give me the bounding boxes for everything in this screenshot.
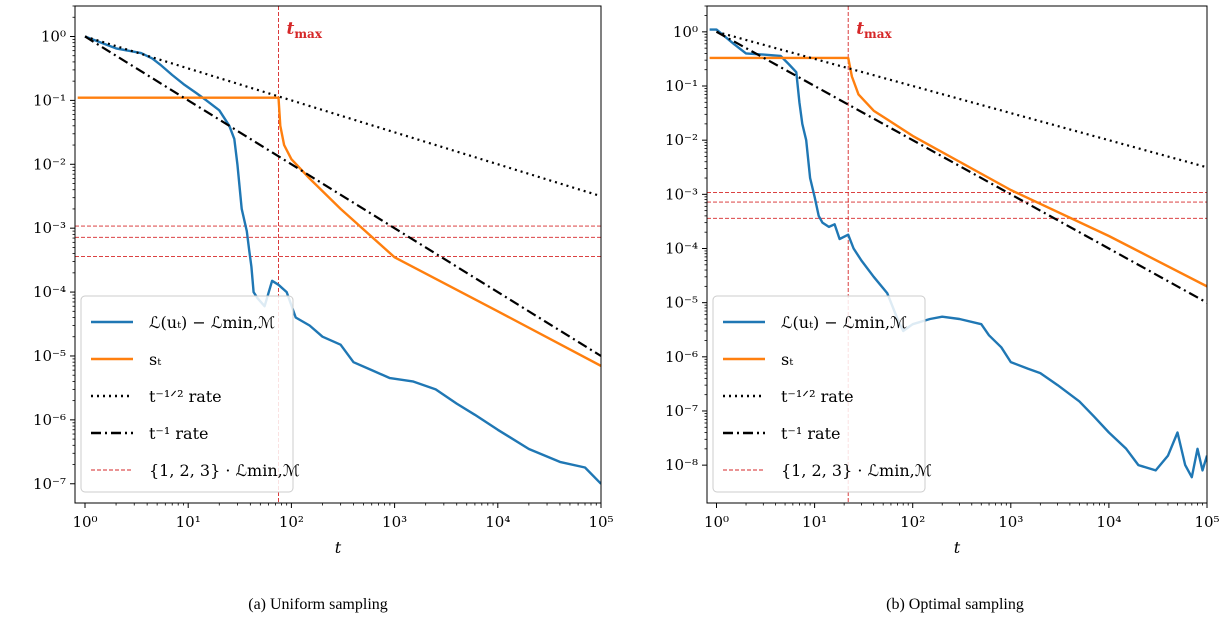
y-tick-label-4: 10⁻³ xyxy=(33,219,66,237)
legend-label-1: sₜ xyxy=(149,350,161,369)
legend-label-0: ℒ(uₜ) − ℒmin,ℳ xyxy=(149,313,275,332)
y-tick-label-5: 10⁻² xyxy=(33,155,66,173)
legend-label-3: t⁻¹ rate xyxy=(149,424,208,443)
legend-label-1: sₜ xyxy=(781,350,793,369)
chart-panel-1: 10⁰ 10¹ 10² 10³ 10⁴ 10⁵ 10⁻⁸ 10⁻⁷ 10⁻⁶ 10⁻⁵ 10⁻⁴ 10… xyxy=(665,5,1220,557)
series-line-3 xyxy=(84,35,601,357)
y-tick-label-1: 10⁻⁶ xyxy=(33,411,66,429)
x-tick-label-3: 10³ xyxy=(382,513,407,531)
y-tick-label-4: 10⁻⁴ xyxy=(665,239,698,257)
legend-label-2: t⁻¹ᐟ² rate xyxy=(149,387,222,406)
x-tick-label-2: 10² xyxy=(279,513,304,531)
legend-box xyxy=(712,295,926,493)
tmax-label: tmax xyxy=(856,19,892,41)
caption-b: (b) Optimal sampling xyxy=(886,596,1024,613)
x-tick-label-1: 10¹ xyxy=(176,513,201,531)
x-tick-label-3: 10³ xyxy=(998,513,1023,531)
x-tick-label-5: 10⁵ xyxy=(588,513,613,531)
legend-box xyxy=(80,295,294,493)
y-tick-label-2: 10⁻⁶ xyxy=(665,348,698,366)
y-tick-label-1: 10⁻⁷ xyxy=(665,402,698,420)
x-tick-label-2: 10² xyxy=(900,513,925,531)
x-tick-label-5: 10⁵ xyxy=(1194,513,1219,531)
x-axis-label: t xyxy=(335,538,342,557)
y-tick-label-0: 10⁻⁸ xyxy=(665,456,698,474)
series-line-1 xyxy=(77,96,601,367)
x-tick-label-1: 10¹ xyxy=(802,513,827,531)
tmax-label-sub: max xyxy=(294,27,322,41)
y-tick-label-7: 10⁻¹ xyxy=(665,77,698,95)
series-line-3 xyxy=(715,30,1207,304)
x-tick-label-4: 10⁴ xyxy=(485,513,510,531)
y-tick-label-6: 10⁻¹ xyxy=(33,91,66,109)
series-line-2 xyxy=(84,35,601,198)
legend-label-4: {1, 2, 3} · ℒmin,ℳ xyxy=(149,461,300,480)
legend-label-2: t⁻¹ᐟ² rate xyxy=(781,387,854,406)
y-tick-label-0: 10⁻⁷ xyxy=(33,475,66,493)
legend: ℒ(uₜ) − ℒmin,ℳ sₜ t⁻¹ᐟ² rate t⁻¹ rate {1, 2,… xyxy=(712,295,932,493)
tmax-label-sub: max xyxy=(864,27,892,41)
y-tick-label-3: 10⁻⁴ xyxy=(33,283,66,301)
chart-panel-0: 10⁰ 10¹ 10² 10³ 10⁴ 10⁵ 10⁻⁷ 10⁻⁶ 10⁻⁵ 10⁻⁴ 10⁻³ 10… xyxy=(33,5,614,557)
axes-frame xyxy=(706,5,1208,504)
x-tick-label-0: 10⁰ xyxy=(72,513,97,531)
y-tick-label-7: 10⁰ xyxy=(41,27,66,45)
axes-frame xyxy=(74,5,602,504)
y-tick-label-2: 10⁻⁵ xyxy=(33,347,66,365)
tmax-label: tmax xyxy=(287,19,323,41)
caption-a: (a) Uniform sampling xyxy=(248,596,388,613)
series-line-2 xyxy=(716,30,1207,169)
y-tick-label-6: 10⁻² xyxy=(665,131,698,149)
series-line-1 xyxy=(709,56,1207,288)
legend-label-4: {1, 2, 3} · ℒmin,ℳ xyxy=(781,461,932,480)
x-tick-label-4: 10⁴ xyxy=(1096,513,1121,531)
y-tick-label-8: 10⁰ xyxy=(673,23,698,41)
legend-label-0: ℒ(uₜ) − ℒmin,ℳ xyxy=(781,313,907,332)
y-tick-label-3: 10⁻⁵ xyxy=(665,294,698,312)
y-tick-label-5: 10⁻³ xyxy=(665,185,698,203)
legend: ℒ(uₜ) − ℒmin,ℳ sₜ t⁻¹ᐟ² rate t⁻¹ rate {1, 2,… xyxy=(80,295,300,493)
x-tick-label-0: 10⁰ xyxy=(704,513,729,531)
x-axis-label: t xyxy=(954,538,961,557)
legend-label-3: t⁻¹ rate xyxy=(781,424,840,443)
